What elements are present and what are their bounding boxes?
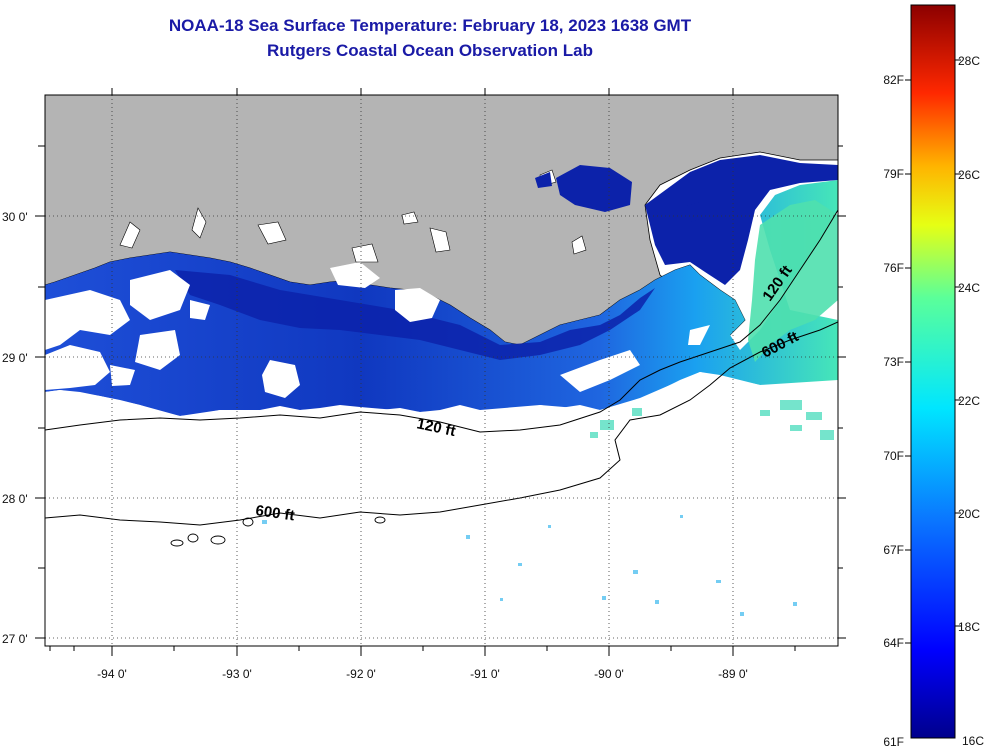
colorbar-celsius-label: 22C — [958, 394, 980, 408]
inland-lakes — [535, 165, 704, 222]
lon-tick-label: -92 0' — [346, 667, 376, 681]
lat-tick-label: 28 0' — [2, 492, 28, 506]
map-border — [44, 94, 839, 647]
lat-tick-label: 30 0' — [2, 210, 28, 224]
scattered-sst-pixels — [590, 400, 834, 440]
colorbar-fahrenheit-label: 76F — [883, 261, 904, 275]
sst-coastal-water — [45, 180, 838, 416]
colorbar-fahrenheit-label: 82F — [883, 73, 904, 87]
colorbar-fahrenheit-label: 73F — [883, 355, 904, 369]
colorbar-celsius-label: 16C — [962, 734, 984, 748]
contour-120ft — [45, 209, 838, 433]
cloud-mask — [45, 262, 838, 646]
contour-label-600ft-west: 600 ft — [254, 502, 295, 524]
colorbar-celsius-label: 20C — [958, 507, 980, 521]
scattered-sst-pixels-blue — [262, 515, 797, 616]
colorbar-celsius-label: 24C — [958, 281, 980, 295]
lat-tick-label: 29 0' — [2, 351, 28, 365]
lat-tick-label: 27 0' — [2, 632, 28, 646]
lon-tick-label: -93 0' — [222, 667, 252, 681]
lon-tick-label: -91 0' — [470, 667, 500, 681]
colorbar-fahrenheit-label: 70F — [883, 449, 904, 463]
colorbar-celsius-label: 26C — [958, 168, 980, 182]
colorbar-celsius-label: 18C — [958, 620, 980, 634]
map-title: NOAA-18 Sea Surface Temperature: Februar… — [168, 16, 692, 35]
colorbar — [910, 4, 956, 739]
sst-bay-water — [645, 155, 838, 285]
lon-tick-label: -94 0' — [97, 667, 127, 681]
colorbar-fahrenheit-label: 67F — [883, 543, 904, 557]
contour-600ft — [45, 321, 838, 526]
colorbar-celsius-label: 28C — [958, 54, 980, 68]
map-subtitle: Rutgers Coastal Ocean Observation Lab — [267, 41, 593, 60]
contour-600ft-eddies — [170, 516, 386, 547]
colorbar-fahrenheit-label: 64F — [883, 636, 904, 650]
graticule — [45, 95, 838, 646]
colorbar-fahrenheit-label: 61F — [883, 735, 904, 749]
colorbar-ticks — [905, 59, 961, 644]
lon-tick-label: -90 0' — [594, 667, 624, 681]
axis-ticks — [35, 88, 846, 656]
lon-tick-label: -89 0' — [718, 667, 748, 681]
colorbar-fahrenheit-label: 79F — [883, 167, 904, 181]
